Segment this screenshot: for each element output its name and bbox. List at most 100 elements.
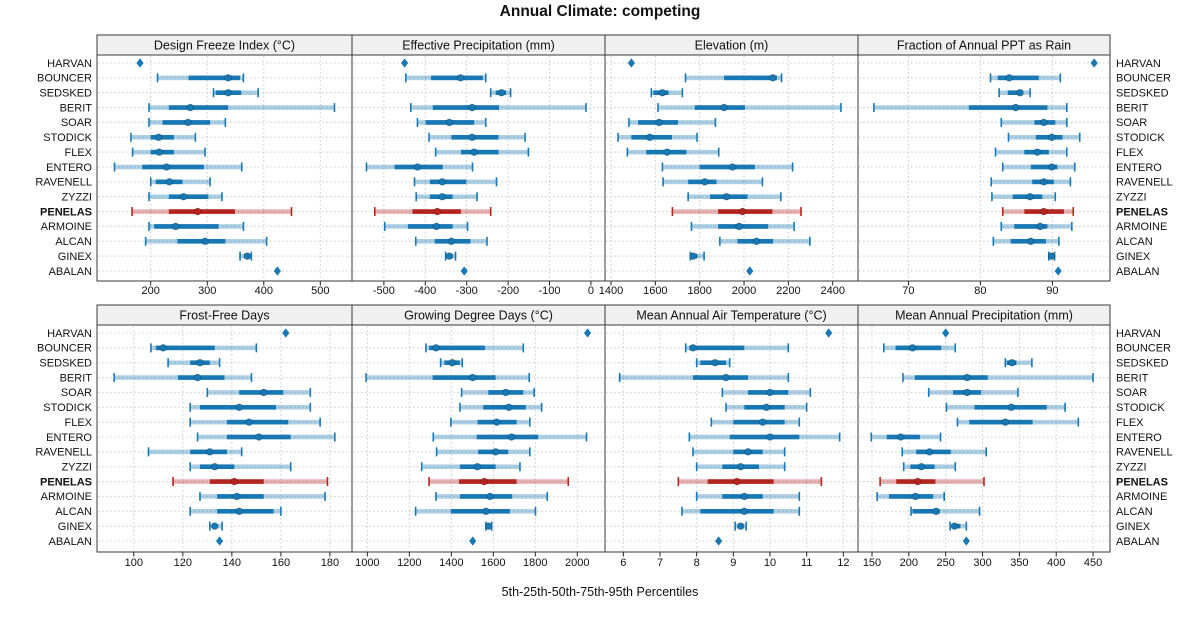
iqr-band-25-75 [459, 494, 513, 499]
series-penelas [428, 477, 570, 487]
median-dot [728, 163, 737, 171]
series-sedsked [167, 358, 221, 368]
series-penelas [172, 477, 329, 487]
series-penelas [373, 207, 492, 217]
series-entero [196, 432, 336, 442]
site-label-left-ginex: GINEX [58, 251, 93, 263]
site-label-right-armoine: ARMOINE [1116, 491, 1167, 503]
whisker-band-5-95 [657, 105, 841, 110]
series-zyzzi [189, 462, 292, 472]
series-bouncer [150, 343, 258, 353]
series-harvan [942, 328, 950, 338]
iqr-band-25-75 [707, 479, 774, 484]
series-stodick [617, 132, 698, 142]
tick-label: 1800 [687, 285, 711, 297]
iqr-band-25-75 [888, 494, 934, 499]
tick-label: 1800 [523, 557, 547, 569]
site-label-left-armoine: ARMOINE [41, 221, 92, 233]
median-dot [663, 148, 671, 156]
tick-label: 400 [255, 285, 273, 297]
iqr-band-25-75 [168, 209, 235, 214]
median-dot [752, 237, 761, 246]
series-entero [688, 432, 841, 442]
median-dot [210, 462, 219, 471]
series-flex [626, 147, 720, 157]
site-label-right-sedsked: SEDSKED [1116, 88, 1169, 100]
median-dot [1005, 74, 1013, 82]
site-label-right-bouncer: BOUNCER [1116, 343, 1171, 355]
tick-label: 1400 [599, 285, 623, 297]
median-dot [1033, 148, 1042, 156]
series-flex [131, 147, 206, 157]
tick-label: 2000 [565, 557, 589, 569]
median-dot [740, 492, 749, 501]
series-ginex [1047, 251, 1056, 261]
iqr-band-25-75 [724, 75, 777, 81]
site-label-left-penelas: PENELAS [40, 206, 92, 218]
site-label-right-soar: SOAR [1116, 117, 1147, 129]
site-label-left-zyzzi: ZYZZI [61, 192, 92, 204]
median-dot [456, 74, 465, 82]
series-entero [432, 432, 588, 442]
median-dot [255, 433, 263, 441]
series-zyzzi [902, 462, 957, 472]
site-label-right-ravenell: RAVENELL [1116, 447, 1173, 459]
chart-title: Annual Climate: competing [499, 3, 701, 20]
site-label-left-harvan: HARVAN [47, 58, 92, 70]
series-harvan [825, 328, 833, 338]
median-dot [655, 118, 663, 127]
panel-4: 70 80 90 Fraction of Annual PPT as Rain [857, 34, 1111, 297]
median-dot [507, 433, 516, 441]
tick-label: 2000 [732, 285, 756, 297]
median-dot [1001, 418, 1010, 426]
site-label-left-ginex: GINEX [58, 521, 93, 533]
panel-title: Elevation (m) [695, 39, 769, 53]
site-label-right-flex: FLEX [1116, 147, 1144, 159]
median-dot [1039, 207, 1048, 216]
site-label-right-stodick: STODICK [1116, 132, 1165, 144]
trellis-chart: 200 300 400 500 Design Freeze Index (°C) -500… [35, 34, 1173, 569]
tick-label: 180 [321, 557, 339, 569]
iqr-band-25-75 [432, 105, 499, 110]
series-bouncer [989, 73, 1062, 83]
series-ginex [949, 521, 968, 531]
site-label-right-zyzzi: ZYZZI [1116, 192, 1147, 204]
iqr-band-25-75 [968, 105, 1048, 110]
series-entero [365, 162, 474, 172]
series-ginex [444, 251, 457, 261]
whisker-band-5-95 [991, 179, 1071, 185]
site-label-left-soar: SOAR [61, 117, 92, 129]
median-dot [758, 418, 767, 426]
median-dot [491, 448, 500, 456]
tick-label: 1200 [397, 557, 421, 569]
series-berit [657, 103, 842, 113]
series-entero [661, 162, 794, 172]
site-label-left-ravenell: RAVENELL [35, 177, 92, 189]
series-soar [206, 387, 312, 397]
median-dot [1047, 163, 1056, 171]
panel-5: 100 120 140 160 180 Frost-Free Days [96, 304, 353, 569]
series-alcan [719, 236, 811, 246]
site-label-right-soar: SOAR [1116, 387, 1147, 399]
iqr-band-25-75 [459, 479, 517, 484]
series-entero [1001, 162, 1076, 172]
tick-label: 6 [620, 557, 626, 569]
median-dot [501, 388, 510, 397]
panel-header [857, 34, 1111, 56]
median-dot [733, 477, 741, 486]
series-stodick [725, 402, 808, 412]
site-label-left-entero: ENTERO [46, 432, 92, 444]
tick-label: 11 [801, 557, 812, 569]
iqr-band-25-75 [155, 345, 215, 351]
whisker-band-5-95 [1001, 120, 1067, 125]
iqr-band-25-75 [460, 149, 499, 155]
site-label-right-abalan: ABALAN [1116, 536, 1159, 548]
median-dot [896, 433, 905, 441]
point-diamond [942, 328, 950, 338]
tick-label: 0 [588, 285, 594, 297]
series-bouncer [684, 343, 790, 353]
median-dot [438, 178, 447, 186]
series-soar [628, 117, 717, 127]
series-armoine [148, 221, 245, 231]
